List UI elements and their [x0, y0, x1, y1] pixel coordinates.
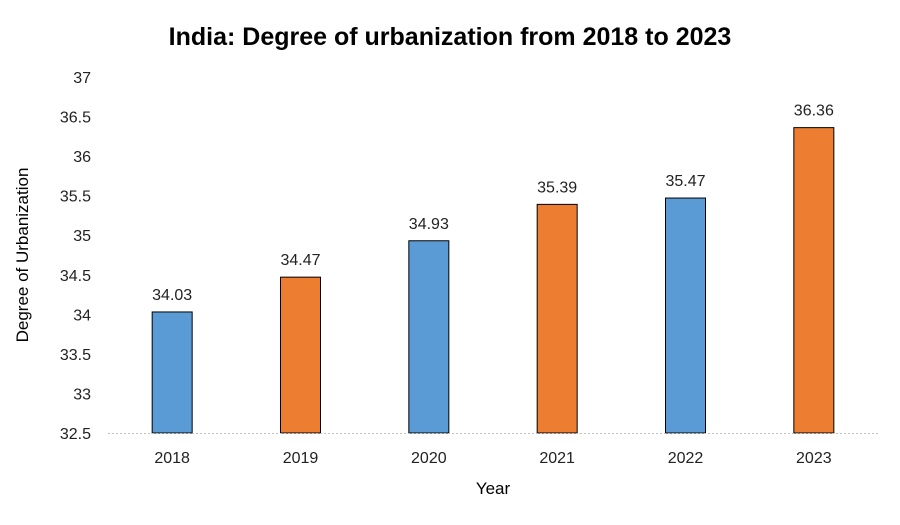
y-tick-label: 36.5: [60, 110, 91, 127]
x-axis-label: Year: [476, 479, 511, 498]
bar-2019: [280, 276, 321, 434]
x-tick-label-2022: 2022: [668, 450, 704, 467]
data-label-2019: 34.47: [280, 252, 320, 269]
y-tick-label: 35: [73, 228, 91, 245]
data-label-2023: 36.36: [794, 103, 834, 120]
y-tick-label: 32.5: [60, 426, 91, 443]
data-label-2021: 35.39: [537, 179, 577, 196]
y-tick-label: 33.5: [60, 347, 91, 364]
bar-2022: [665, 197, 706, 434]
y-tick-label: 37: [73, 70, 91, 87]
y-tick-label: 34.5: [60, 268, 91, 285]
bars-group: [151, 127, 835, 434]
bar-2023: [793, 127, 835, 434]
x-tick-label-2020: 2020: [411, 450, 447, 467]
x-tick-label-2023: 2023: [796, 450, 832, 467]
y-tick-label: 35.5: [60, 189, 91, 206]
y-tick-label: 36: [73, 149, 91, 166]
y-axis-label: Degree of Urbanization: [13, 168, 32, 343]
y-tick-label: 34: [73, 307, 91, 324]
data-label-2018: 34.03: [152, 287, 192, 304]
x-tick-label-2019: 2019: [283, 450, 319, 467]
bar-2018: [151, 311, 193, 434]
x-tick-label-2021: 2021: [539, 450, 575, 467]
bar-2020: [408, 240, 450, 434]
bar-2021: [536, 203, 578, 434]
x-axis-ticks: 2018 2019 2020 2021 2022 2023: [154, 450, 831, 467]
y-tick-label: 33: [73, 386, 91, 403]
chart-title: India: Degree of urbanization from 2018 …: [169, 23, 732, 51]
data-labels-group: 34.03 34.47 34.93 35.39 35.47 36.36: [152, 103, 834, 304]
data-label-2022: 35.47: [665, 173, 705, 190]
x-tick-label-2018: 2018: [154, 450, 190, 467]
data-label-2020: 34.93: [409, 216, 449, 233]
y-axis-ticks: 32.5 33 33.5 34 34.5 35 35.5 36 36.5 37: [60, 70, 91, 443]
